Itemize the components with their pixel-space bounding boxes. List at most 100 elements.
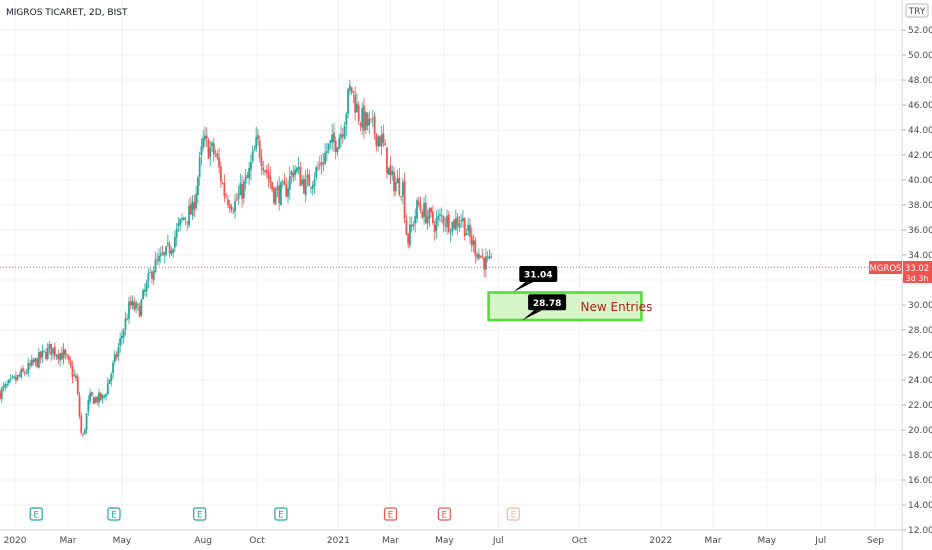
candle-body — [426, 216, 429, 224]
y-tick-label: 24.00 — [908, 376, 932, 386]
candle — [430, 206, 433, 218]
y-tick-label: 44.00 — [908, 126, 932, 136]
candle — [223, 174, 226, 203]
candle — [69, 356, 72, 369]
candle — [343, 121, 346, 140]
candle — [375, 133, 378, 152]
callout-value: 28.78 — [533, 299, 561, 309]
earnings-icon[interactable]: E — [383, 507, 398, 521]
candle — [76, 374, 79, 396]
candle-body — [69, 360, 72, 367]
candle — [121, 329, 123, 345]
candle-body — [439, 214, 441, 216]
candle — [352, 91, 355, 104]
candle-body — [453, 219, 455, 229]
candle — [103, 394, 106, 400]
grid — [0, 0, 902, 531]
candle — [463, 217, 466, 241]
candle-body — [479, 255, 482, 257]
candle — [331, 124, 334, 150]
new-entries-box[interactable]: New Entries — [487, 291, 653, 322]
earnings-icon[interactable]: E — [437, 507, 451, 521]
candle — [357, 101, 360, 125]
candle-body — [53, 346, 56, 356]
callout-box — [528, 294, 567, 311]
candle-body — [37, 352, 40, 368]
candle-body — [39, 351, 42, 359]
earnings-badge — [29, 507, 43, 521]
candle — [419, 196, 422, 214]
candle — [184, 216, 187, 226]
candle — [9, 374, 12, 383]
candle — [177, 216, 180, 232]
candle-body — [16, 374, 19, 380]
candle — [447, 210, 450, 234]
candle — [348, 80, 351, 95]
candle-body — [244, 177, 247, 184]
candle-body — [361, 107, 364, 128]
earnings-icon[interactable]: E — [274, 507, 288, 521]
candle-body — [105, 394, 107, 397]
candle — [218, 147, 220, 174]
price-callout[interactable]: 31.04 — [513, 266, 558, 292]
earnings-badge — [506, 507, 520, 521]
candle — [145, 279, 148, 297]
candle — [83, 428, 86, 435]
candle-body — [470, 235, 473, 247]
currency-badge[interactable]: TRY — [905, 3, 929, 18]
candle — [115, 351, 118, 361]
candlesticks — [0, 80, 493, 437]
candle-body — [152, 271, 155, 280]
candle — [82, 432, 84, 437]
candle — [66, 353, 69, 360]
candle-body — [45, 352, 47, 360]
earnings-icon[interactable]: E — [29, 507, 43, 521]
candle — [73, 369, 76, 378]
candle-body — [71, 366, 74, 378]
price-axis[interactable]: 12.00 14.00 16.00 18.00 20.00 22.00 24.00 26.00… — [902, 26, 932, 536]
earnings-icon[interactable]: E — [193, 507, 207, 521]
y-tick-label: 38.00 — [908, 201, 932, 211]
candle — [428, 207, 431, 227]
candle — [105, 392, 107, 401]
candle-body — [414, 216, 417, 224]
candle-body — [477, 254, 480, 260]
candle — [92, 396, 95, 405]
candle — [32, 357, 35, 366]
candle — [136, 301, 139, 312]
y-tick-label: 20.00 — [908, 426, 932, 436]
price-callout[interactable]: 28.78 — [522, 294, 567, 321]
candle-body — [221, 183, 224, 185]
candle-body — [103, 395, 106, 397]
candle-body — [465, 232, 468, 236]
candle-body — [184, 218, 187, 220]
candle — [57, 349, 60, 364]
candle-body — [322, 162, 325, 165]
candle — [389, 156, 392, 184]
candle-body — [294, 169, 296, 176]
candle — [386, 147, 388, 180]
candle-body — [124, 318, 127, 330]
earnings-icon[interactable]: E — [107, 507, 121, 521]
candle — [272, 186, 275, 206]
candle — [439, 208, 441, 223]
candle — [4, 381, 7, 392]
time-axis[interactable]: 2020 Mar May Aug Oct 2021 Mar May Jul Oct 2022 Mar M… — [4, 536, 885, 546]
candle — [39, 350, 42, 365]
candle — [393, 166, 395, 197]
candle — [324, 143, 327, 166]
price-callouts[interactable]: 31.04 28.78 — [513, 266, 567, 321]
candle — [251, 145, 254, 164]
candle-body — [204, 135, 206, 140]
candle — [472, 234, 475, 253]
candle — [391, 165, 394, 181]
candle-body — [460, 220, 463, 222]
candle — [264, 169, 266, 176]
candle-body — [483, 257, 486, 270]
candle-body — [249, 162, 252, 171]
candle-body — [366, 113, 369, 126]
y-tick-label: 16.00 — [908, 476, 932, 486]
earnings-icon[interactable]: E — [506, 507, 520, 521]
